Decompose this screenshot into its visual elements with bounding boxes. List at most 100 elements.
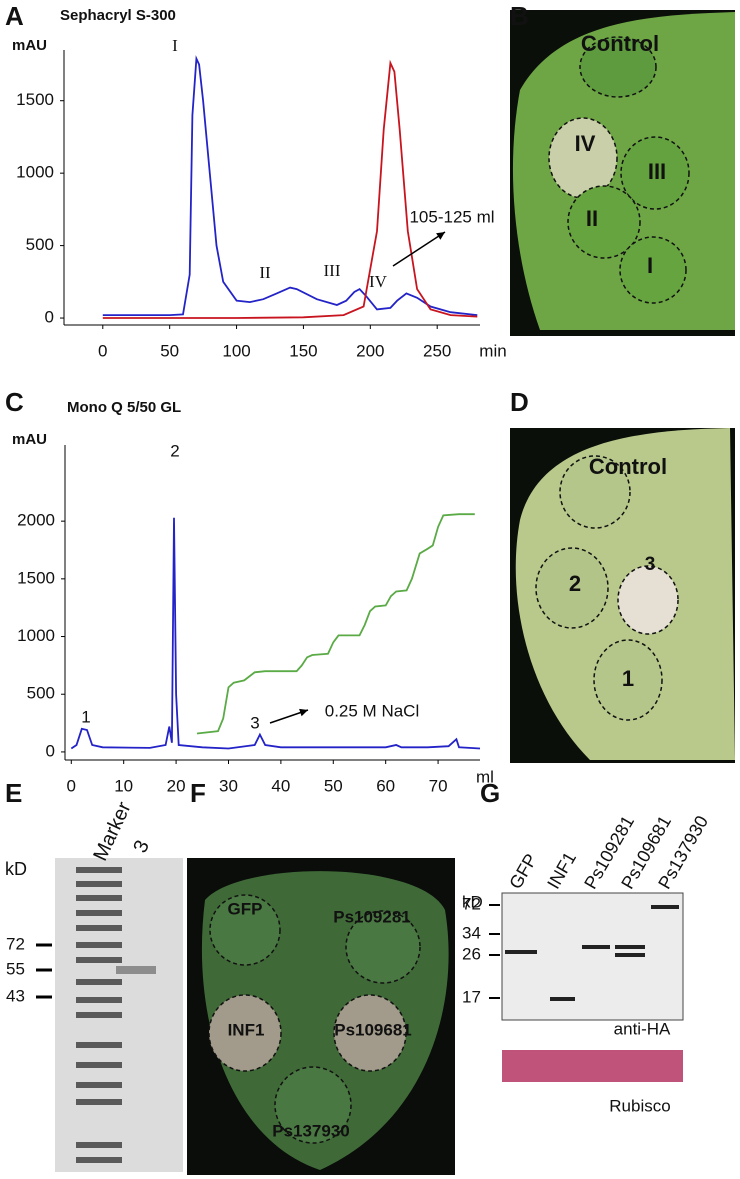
gel-band (76, 910, 122, 916)
gel-band (116, 966, 156, 974)
gel-band (76, 895, 122, 901)
spot-label: GFP (228, 899, 263, 918)
x-tick-label: 40 (271, 776, 290, 795)
gel-band (76, 1042, 122, 1048)
gel-band (76, 979, 122, 985)
gel-band (76, 1142, 122, 1148)
blot-band (651, 905, 679, 909)
y-tick-label: 500 (27, 684, 55, 703)
lane-label: Marker (89, 798, 135, 864)
annotation: 2 (170, 441, 179, 460)
unit-label: kD (5, 859, 27, 879)
spot-label: Ps109681 (334, 1020, 412, 1039)
infiltration-spot (535, 547, 609, 629)
loading-label: Rubisco (609, 1096, 670, 1115)
x-axis-label: ml (476, 767, 494, 786)
x-tick-label: 30 (219, 776, 238, 795)
infiltration-spot (579, 36, 657, 98)
lane-label: 3 (129, 837, 154, 856)
x-tick-label: 10 (114, 776, 133, 795)
blot-band (550, 997, 575, 1001)
lane-label: GFP (505, 850, 541, 892)
panel-letter: E (5, 778, 22, 808)
annotation: I (172, 36, 178, 55)
panel-letter: G (480, 778, 500, 808)
unit-label: kD (462, 892, 483, 911)
marker-label: 72 (6, 934, 25, 953)
y-tick-label: 0 (45, 308, 54, 327)
gel-band (76, 997, 122, 1003)
series-line (102, 55, 478, 316)
arrow-head (299, 708, 308, 717)
annotation: II (259, 263, 271, 282)
infiltration-spot (333, 994, 407, 1072)
infiltration-spot (619, 236, 687, 304)
y-tick-label: 2000 (17, 511, 55, 530)
blot-band (582, 945, 610, 949)
spot-label: I (647, 253, 653, 278)
x-tick-label: 0 (98, 341, 107, 360)
infiltration-spot (593, 639, 663, 721)
x-tick-label: 50 (324, 776, 343, 795)
y-tick-label: 500 (26, 235, 54, 254)
x-tick-label: 50 (160, 341, 179, 360)
y-tick-label: 0 (46, 741, 55, 760)
gel-band (76, 1099, 122, 1105)
spot-label: III (648, 159, 666, 184)
y-axis-label: mAU (12, 431, 47, 448)
y-tick-label: 1000 (17, 626, 55, 645)
infiltration-spot (274, 1066, 352, 1144)
gel-band (76, 1082, 122, 1088)
x-tick-label: 200 (356, 341, 384, 360)
series-line (102, 59, 478, 319)
gel-band (76, 867, 122, 873)
panel-letter: F (190, 778, 206, 808)
spot-label: II (586, 206, 598, 231)
x-tick-label: 60 (376, 776, 395, 795)
annotation: IV (369, 272, 388, 291)
y-tick-label: 1500 (16, 90, 54, 109)
x-tick-label: 150 (289, 341, 317, 360)
antibody-label: anti-HA (614, 1019, 671, 1038)
arrow (392, 231, 446, 267)
infiltration-spot (209, 894, 281, 966)
x-tick-label: 0 (67, 776, 76, 795)
lane-label: INF1 (543, 849, 580, 893)
series-line (70, 517, 481, 750)
y-tick-label: 1000 (16, 163, 54, 182)
x-tick-label: 20 (167, 776, 186, 795)
spot-label: Ps109281 (333, 907, 411, 926)
arrow-head (436, 232, 445, 240)
spot-label: Control (589, 454, 667, 479)
infiltration-spot (567, 185, 641, 259)
gel-band (76, 957, 122, 963)
marker-label: 43 (6, 986, 25, 1005)
spot-label: 2 (569, 571, 581, 596)
blot-band (615, 945, 645, 949)
gel-band (76, 925, 122, 931)
blot-band (505, 950, 537, 954)
marker-label: 72 (462, 894, 481, 913)
marker-label: 55 (6, 959, 25, 978)
infiltration-spot (345, 910, 421, 984)
y-axis-label: mAU (12, 37, 47, 54)
x-axis-label: min (479, 341, 506, 360)
annotation: 105-125 ml (409, 207, 494, 226)
panel-letter: D (510, 387, 529, 417)
blot-g (501, 892, 684, 1021)
marker-label: 17 (462, 987, 481, 1006)
spot-label: INF1 (228, 1020, 265, 1039)
annotation: 0.25 M NaCl (325, 701, 419, 720)
panel-letter: A (5, 1, 24, 31)
gel-band (76, 942, 122, 948)
infiltration-spot (617, 565, 679, 635)
x-tick-label: 250 (423, 341, 451, 360)
blot-band (615, 953, 645, 957)
infiltration-spot (559, 455, 631, 529)
gel-band (76, 881, 122, 887)
gel-band (76, 1062, 122, 1068)
chart-title: Mono Q 5/50 GL (67, 399, 181, 416)
spot-label: 3 (645, 554, 656, 575)
